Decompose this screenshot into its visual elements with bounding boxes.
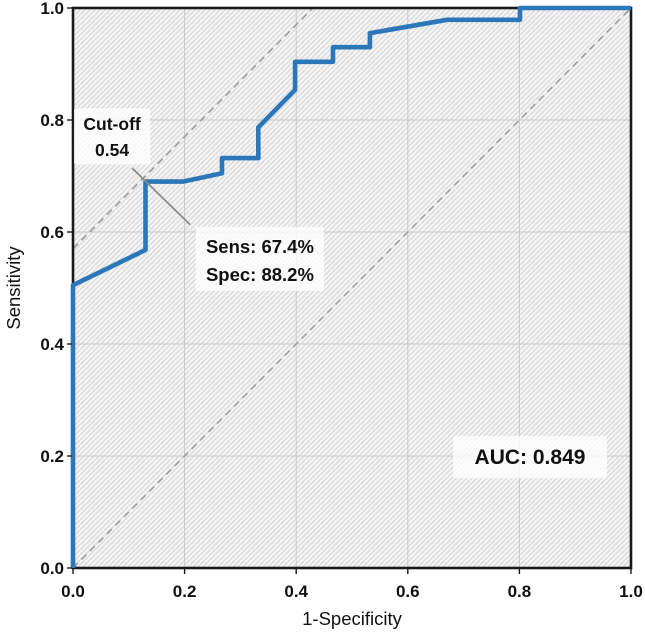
auc-value-label: AUC: 0.849: [475, 446, 586, 469]
y-axis-ticks: 0.0 0.2 0.4 0.6 0.8 1.0: [40, 0, 72, 578]
y-tick-label: 0.4: [40, 335, 64, 354]
x-tick-label: 0.8: [508, 582, 532, 601]
cutoff-annotation-box: [74, 108, 151, 165]
x-tick-label: 0.6: [396, 582, 420, 601]
y-axis-label: Sensitivity: [3, 246, 24, 330]
x-tick-label: 1.0: [619, 582, 643, 601]
plot-background: [73, 8, 631, 568]
x-tick-label: 0.4: [284, 582, 308, 601]
auc-annotation: AUC: 0.849: [453, 436, 608, 479]
y-tick-label: 0.8: [40, 111, 64, 130]
x-axis-ticks: 0.0 0.2 0.4 0.6 0.8 1.0: [61, 569, 643, 601]
x-tick-label: 0.2: [173, 582, 197, 601]
sens-spec-annotation: Sens: 67.4% Spec: 88.2%: [195, 226, 324, 291]
y-tick-label: 0.2: [40, 447, 64, 466]
y-tick-label: 0.6: [40, 223, 64, 242]
cutoff-annotation: Cut-off 0.54: [74, 108, 151, 165]
x-tick-label: 0.0: [61, 582, 85, 601]
youden-reference-line: [72, 7, 314, 250]
auc-annotation-box: [453, 436, 608, 479]
gridlines: [73, 8, 631, 568]
sens-spec-annotation-box: [195, 226, 324, 291]
sensitivity-value-label: Sens: 67.4%: [206, 236, 314, 257]
cutoff-label-line2: 0.54: [95, 140, 129, 160]
cutoff-label-line1: Cut-off: [83, 114, 141, 134]
y-tick-label: 1.0: [40, 0, 64, 18]
cutoff-leader-line: [131, 167, 191, 226]
y-tick-label: 0.0: [40, 559, 64, 578]
x-axis-label: 1-Specificity: [302, 608, 402, 629]
specificity-value-label: Spec: 88.2%: [206, 264, 314, 285]
